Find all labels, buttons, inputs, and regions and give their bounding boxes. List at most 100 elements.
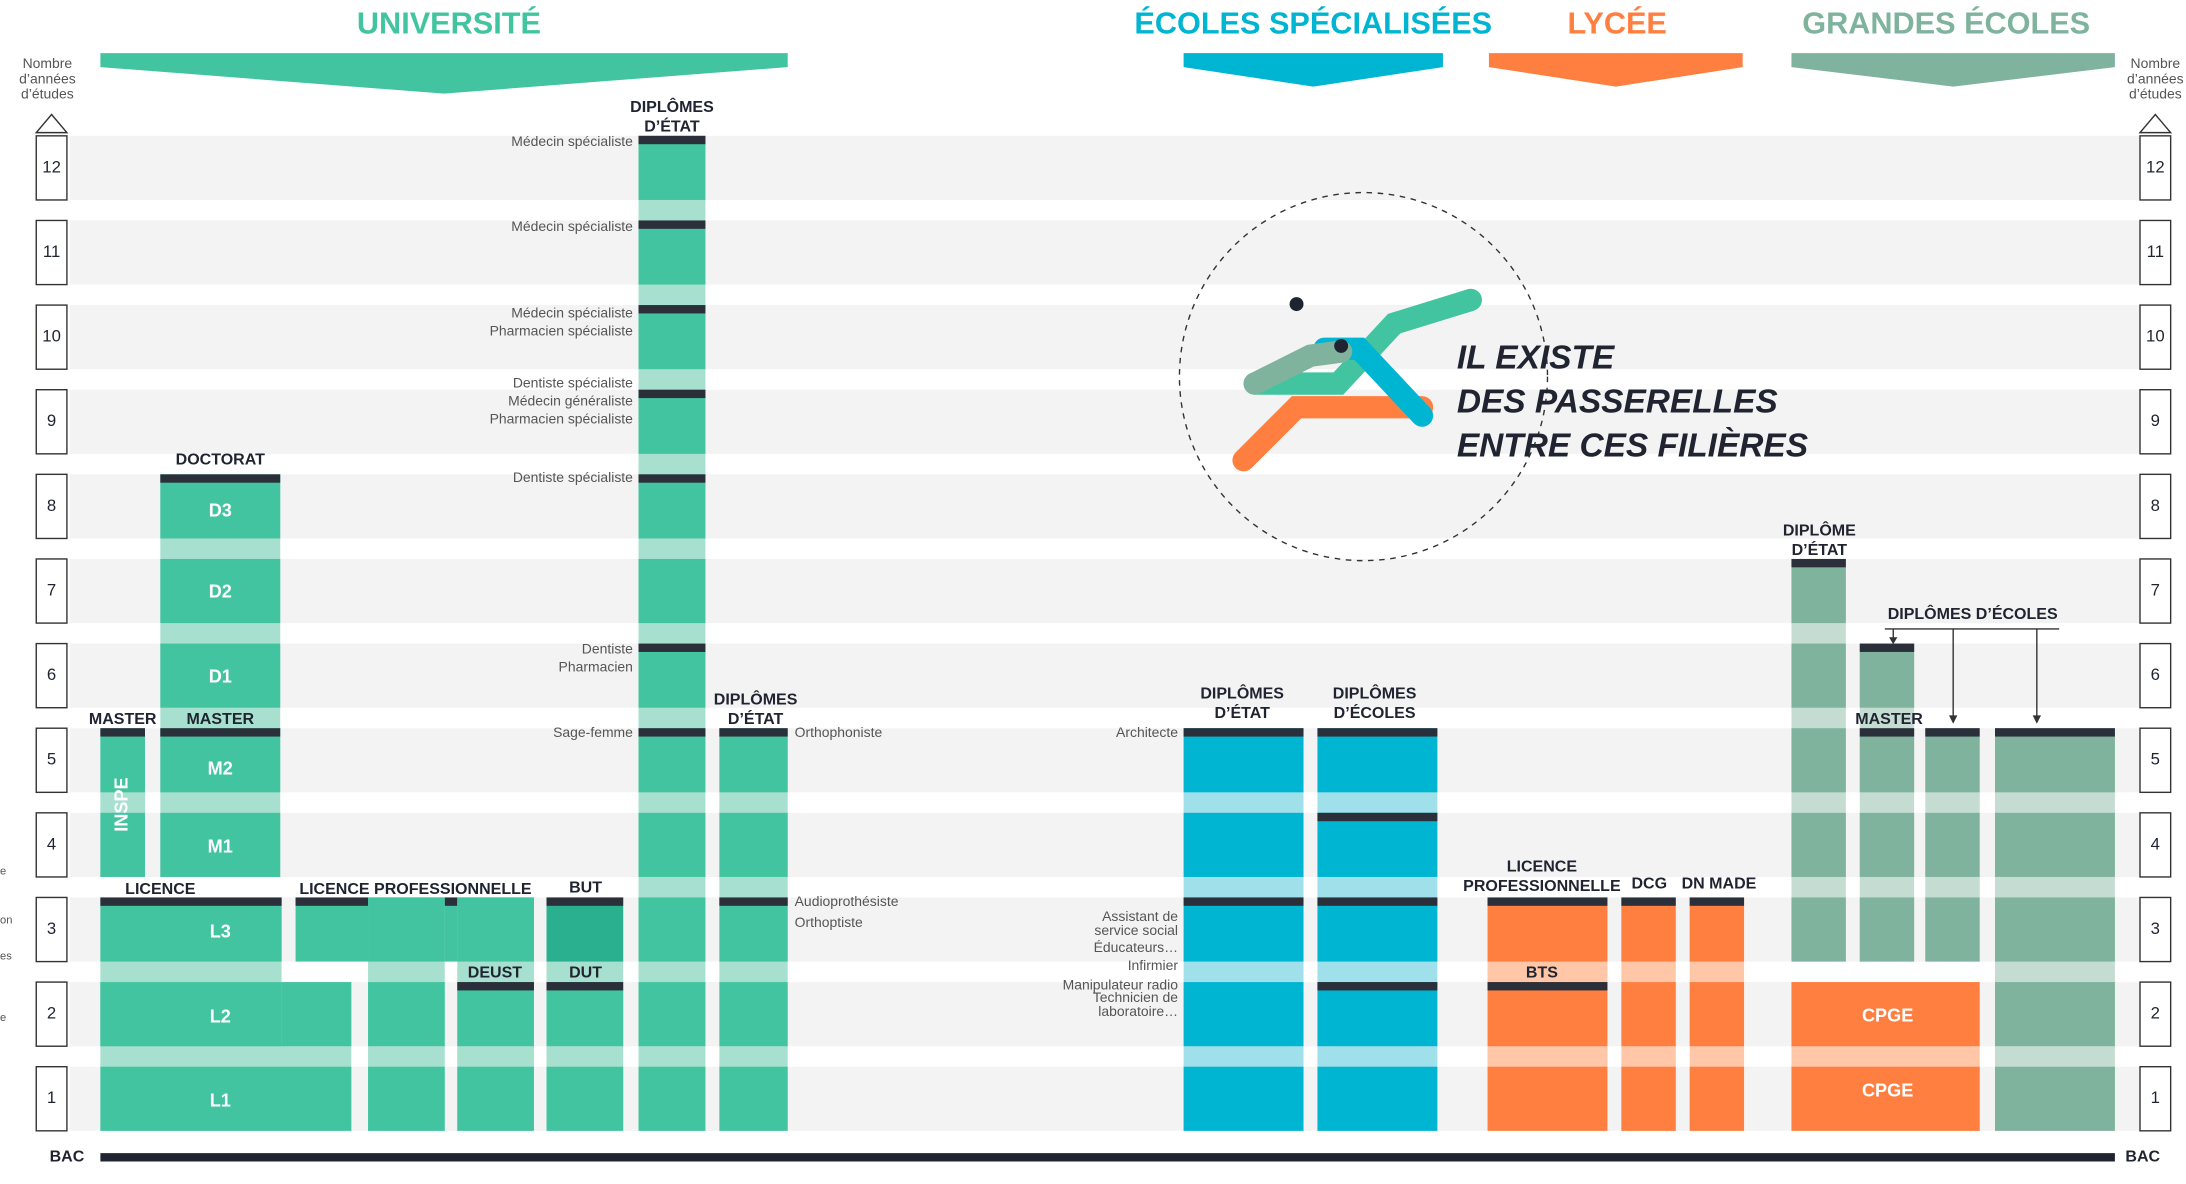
block [1317,1066,1438,1131]
year-box [35,389,68,455]
year-label: 11 [2147,242,2164,261]
column-title: DUT [569,964,602,982]
year-label: 9 [2151,411,2160,430]
section-header: ÉCOLES SPÉCIALISÉES [1134,5,1492,40]
column-title: DEUST [468,964,522,982]
column-title: LICENCE PROFESSIONNELLE [299,880,532,898]
passerelle-text: IL EXISTE [1457,340,1616,377]
block-label: D3 [209,501,232,521]
year-box [35,304,68,370]
side-note: e [0,865,6,877]
column-title: DIPLÔMES D’ÉCOLES [1888,604,2058,623]
block [160,812,281,877]
block-label: CPGE [1862,1005,1913,1025]
block [546,1066,624,1131]
passerelle-circle [1178,191,1549,562]
diploma-bar [160,728,281,737]
section-banner [100,53,788,94]
year-label: 11 [43,242,60,261]
block [1791,728,1846,793]
block [1791,812,1846,877]
year-label: 3 [47,919,56,938]
side-note: Dentiste spécialiste [513,469,633,485]
year-box [2139,389,2172,455]
block [1859,897,1915,962]
block-label: CPGE [1862,1081,1913,1101]
year-box [2139,1066,2172,1132]
diploma-bar [719,728,788,737]
block-label: L1 [210,1090,231,1110]
year-label: 4 [2151,834,2160,853]
year-box [35,473,68,540]
column-title: D’ÉCOLES [1334,703,1416,722]
block-label: M1 [208,837,233,857]
column-title: DIPLÔME [1783,521,1856,540]
column-title: DOCTORAT [176,450,265,468]
year-label: 12 [2146,157,2165,176]
diploma-bar [1925,728,1980,737]
block [1791,897,1846,962]
year-label: 10 [42,327,61,346]
block [638,643,706,708]
year-label: 1 [2151,1088,2160,1107]
year-box [2139,812,2172,878]
block [1791,1066,1980,1131]
side-note: Dentiste [582,641,633,657]
block [1689,897,1745,962]
block [1183,897,1304,962]
side-note: Orthoptiste [795,914,863,930]
axis-title: d’années [2127,70,2184,86]
diploma-bar [1995,728,2115,737]
diploma-bar [638,474,706,483]
year-box [35,727,68,794]
block [1791,643,1846,708]
side-note: Dentiste spécialiste [513,374,633,390]
block [1925,812,1980,877]
column-title: DIPLÔMES [1333,684,1417,703]
side-note: Sage-femme [553,724,633,740]
diploma-bar [1791,558,1846,568]
column-title: LICENCE [125,880,196,898]
diploma-bar [546,897,624,906]
bac-label: BAC [2125,1148,2160,1166]
year-label: 6 [47,665,56,684]
section-banner [1183,53,1443,87]
block [160,643,281,708]
block [1689,982,1745,1047]
column-title: D’ÉTAT [1214,703,1270,722]
year-label: 6 [2151,665,2160,684]
side-note: Médecin spécialiste [511,305,633,321]
block [1859,643,1915,708]
side-note: Architecte [1116,724,1178,740]
block [160,474,281,539]
year-label: 5 [2151,750,2160,769]
year-label: 9 [47,411,56,430]
block [1995,982,2115,1047]
year-label: 10 [2146,327,2165,346]
year-box [35,135,68,201]
diploma-bar [1183,897,1304,906]
diploma-bar [1859,643,1915,652]
passerelle-icon [1232,288,1482,472]
block [638,728,706,793]
diploma-bar [1317,812,1438,822]
column-title: D’ÉTAT [644,116,700,135]
diploma-bar [1317,982,1438,991]
diploma-bar [638,728,706,737]
block [160,558,281,624]
diploma-bar [1487,982,1608,991]
block [100,1066,352,1131]
column-title: MASTER [89,710,157,728]
side-note: Orthophoniste [795,724,883,740]
passerelle-text: ENTRE CES FILIÈRES [1457,427,1808,465]
section-header: GRANDES ÉCOLES [1802,5,2090,40]
diploma-bar [160,474,281,483]
side-note: Médecin spécialiste [511,218,633,234]
block [638,389,706,454]
block [1995,812,2115,877]
block [457,982,534,1047]
axis-arrow [2138,113,2173,134]
diploma-bar [100,728,145,737]
section-banner [1488,53,1743,87]
year-box [35,812,68,878]
